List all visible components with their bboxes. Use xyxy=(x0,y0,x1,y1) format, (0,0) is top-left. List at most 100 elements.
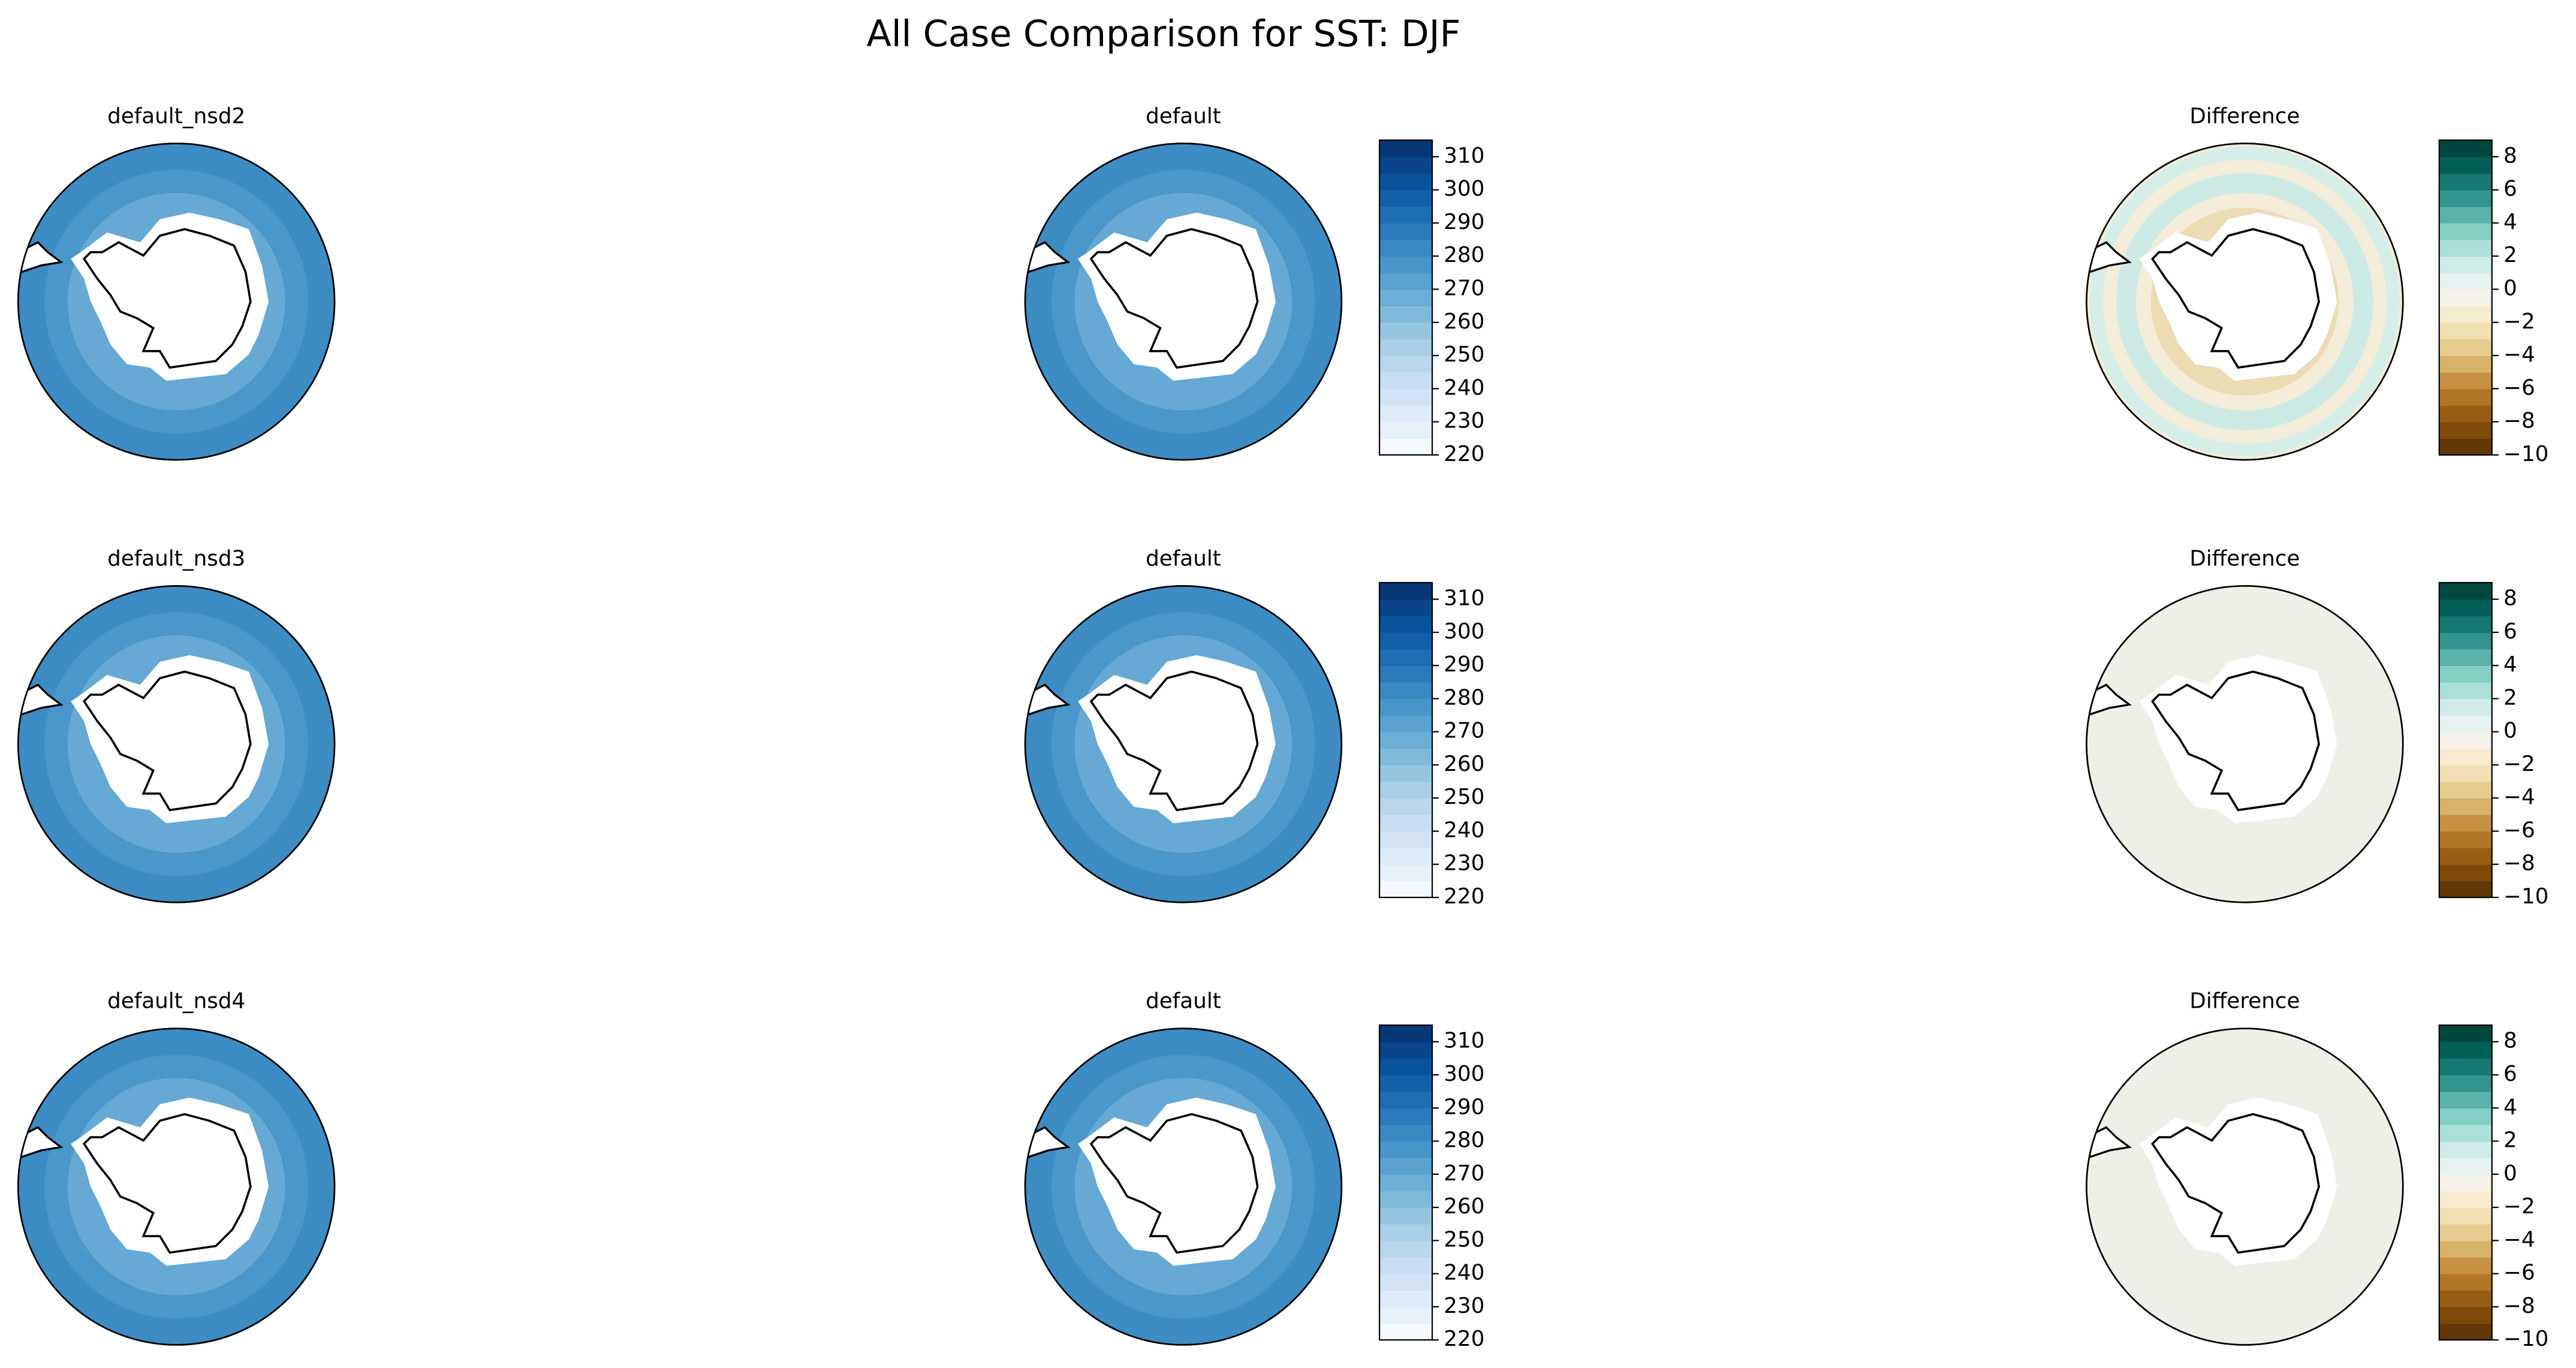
colorbar-tick-label: 270 xyxy=(1444,1161,1484,1186)
colorbar-segment xyxy=(1379,814,1433,832)
colorbar-segment xyxy=(2439,1158,2492,1175)
colorbar-segment xyxy=(1379,438,1433,456)
colorbar-segment xyxy=(2439,1091,2492,1109)
colorbar-tick-label: 8 xyxy=(2503,143,2517,168)
colorbar-segment xyxy=(1379,1041,1433,1059)
map-content xyxy=(18,143,335,460)
colorbar-segment xyxy=(1379,616,1433,633)
map xyxy=(1024,1027,1343,1346)
colorbar-segment xyxy=(2439,372,2492,390)
colorbar-segment xyxy=(1379,239,1433,257)
colorbar-tick-label: −8 xyxy=(2503,1294,2535,1318)
colorbar-frame xyxy=(1378,581,1433,899)
colorbar-tick-label: −6 xyxy=(2503,375,2535,400)
colorbar-segment xyxy=(2439,1025,2492,1042)
colorbar-segment xyxy=(1379,222,1433,240)
colorbar-tick-label: 300 xyxy=(1444,1062,1484,1086)
map-content xyxy=(2086,1028,2403,1345)
colorbar-tick-label: 310 xyxy=(1444,586,1484,611)
colorbar-segment xyxy=(2439,306,2492,323)
colorbar-segment xyxy=(1379,1290,1433,1307)
colorbar-tick-label: 260 xyxy=(1444,752,1484,776)
colorbar-segment xyxy=(1379,698,1433,716)
colorbar-tick-label: 240 xyxy=(1444,818,1484,842)
map-content xyxy=(1025,586,1342,903)
colorbar-tick-label: 2 xyxy=(2503,1128,2517,1153)
colorbar-tick-label: 230 xyxy=(1444,409,1484,433)
colorbar-segment xyxy=(1379,1058,1433,1075)
colorbar-segment xyxy=(1379,781,1433,799)
colorbar-segment xyxy=(2439,1273,2492,1291)
panel-title: default_nsd4 xyxy=(107,989,245,1014)
map xyxy=(17,142,336,461)
colorbar-segment xyxy=(1379,189,1433,207)
colorbar-tick-label: 250 xyxy=(1444,785,1484,809)
colorbar-tick-label: 4 xyxy=(2503,210,2517,234)
colorbar-tick-label: 240 xyxy=(1444,375,1484,400)
colorbar-segment xyxy=(1379,1091,1433,1109)
colorbar-tick-label: 250 xyxy=(1444,1227,1484,1252)
colorbar-segment xyxy=(2439,272,2492,290)
panel-title: Difference xyxy=(2189,104,2300,128)
colorbar-segment xyxy=(1379,1256,1433,1274)
colorbar-segment xyxy=(2439,405,2492,423)
map-border xyxy=(1024,142,1343,461)
colorbar-segment xyxy=(1379,1174,1433,1192)
colorbar-segment xyxy=(1379,372,1433,390)
map xyxy=(17,585,336,903)
colorbar-tick-label: 230 xyxy=(1444,851,1484,876)
colorbar-tick-label: 280 xyxy=(1444,243,1484,267)
colorbar-segment xyxy=(1379,140,1433,158)
colorbar-segment xyxy=(1379,798,1433,815)
colorbar-tick-label: 260 xyxy=(1444,1194,1484,1219)
colorbar-tick-label: 260 xyxy=(1444,309,1484,334)
colorbar-tick-label: 280 xyxy=(1444,1128,1484,1153)
colorbar-segment xyxy=(1379,649,1433,666)
colorbar-segment xyxy=(1379,1306,1433,1324)
colorbar-segment xyxy=(1379,272,1433,290)
colorbar-segment xyxy=(1379,665,1433,683)
map-content xyxy=(1025,1028,1342,1345)
map-border xyxy=(1024,585,1343,903)
panel-title: default xyxy=(1146,989,1221,1014)
colorbar-tick-label: 0 xyxy=(2503,276,2517,300)
colorbar-segment xyxy=(1379,1273,1433,1291)
colorbar-tick-label: 220 xyxy=(1444,442,1484,466)
colorbar-segment xyxy=(1379,599,1433,617)
colorbar-segment xyxy=(1379,632,1433,650)
map xyxy=(1024,585,1343,903)
colorbar-segment xyxy=(1379,1108,1433,1125)
colorbar-segment xyxy=(2439,1058,2492,1075)
colorbar-segment xyxy=(1379,322,1433,340)
colorbar-segment xyxy=(1379,682,1433,700)
colorbar-segment xyxy=(2439,1141,2492,1159)
map-border xyxy=(2086,1027,2404,1346)
colorbar-segment xyxy=(2439,289,2492,306)
map xyxy=(2086,1027,2404,1346)
colorbar-segment xyxy=(1379,764,1433,782)
colorbar-tick-label: −10 xyxy=(2503,1327,2548,1351)
colorbar-segment xyxy=(2439,831,2492,848)
colorbar-segment xyxy=(2439,881,2492,898)
panel-title: Difference xyxy=(2189,546,2300,571)
colorbar-segment xyxy=(2439,715,2492,733)
colorbar-tick-label: 310 xyxy=(1444,143,1484,168)
colorbar-segment xyxy=(1379,864,1433,882)
map-border xyxy=(2086,142,2404,461)
colorbar-segment xyxy=(1379,1191,1433,1208)
colorbar-tick-label: 2 xyxy=(2503,243,2517,267)
colorbar-tick-label: 220 xyxy=(1444,1327,1484,1351)
map-border xyxy=(17,142,336,461)
colorbar-segment xyxy=(2439,682,2492,700)
colorbar-segment xyxy=(1379,1141,1433,1159)
colorbar-segment xyxy=(1379,1207,1433,1225)
colorbar-segment xyxy=(2439,649,2492,666)
colorbar-tick-label: −6 xyxy=(2503,1261,2535,1285)
map-content xyxy=(2086,143,2403,460)
map-border xyxy=(17,1027,336,1346)
colorbar-tick-label: 230 xyxy=(1444,1294,1484,1318)
colorbar-segment xyxy=(2439,665,2492,683)
colorbar-segment xyxy=(2439,206,2492,224)
colorbar-frame xyxy=(2438,581,2493,899)
colorbar-segment xyxy=(2439,731,2492,749)
